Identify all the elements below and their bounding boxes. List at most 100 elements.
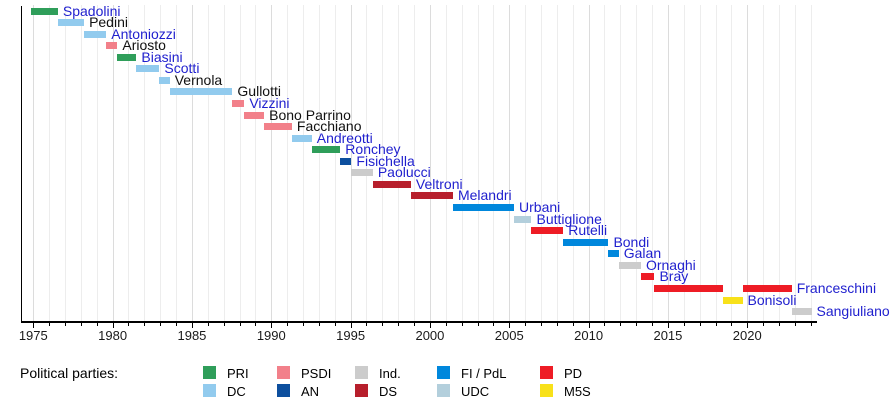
bar-franceschini-1: [654, 284, 723, 292]
x-tick-2000: [429, 322, 431, 328]
label-fisichella[interactable]: Fisichella: [356, 152, 415, 169]
bar-spadolini: [30, 7, 58, 15]
label-pedini: Pedini: [89, 14, 128, 31]
gridline-2014: [652, 5, 654, 321]
legend-label-psdi: PSDI: [301, 366, 332, 381]
bar-gullotti: [169, 88, 233, 96]
gridline-2011: [604, 5, 606, 321]
x-tick-label-1995: 1995: [336, 328, 366, 343]
label-veltroni[interactable]: Veltroni: [415, 175, 463, 192]
x-tick-label-1990: 1990: [256, 328, 286, 343]
bar-rutelli: [531, 227, 564, 235]
x-tick-1997: [382, 322, 384, 326]
x-tick-2001: [445, 322, 447, 326]
label-gullotti: Gullotti: [237, 83, 281, 100]
x-tick-label-1985: 1985: [177, 328, 207, 343]
bar-buttiglione: [514, 215, 532, 223]
gridline-2024: [810, 5, 812, 321]
gridline-2016: [683, 5, 685, 321]
label-ornaghi[interactable]: Ornaghi: [645, 256, 696, 273]
x-tick-2006: [525, 322, 527, 326]
label-sangiuliano[interactable]: Sangiuliano: [816, 303, 890, 320]
label-buttiglione[interactable]: Buttiglione: [536, 210, 602, 227]
legend-swatch-pri: [203, 366, 216, 379]
x-tick-2014: [652, 322, 654, 326]
label-bray[interactable]: Bray: [659, 268, 689, 285]
bar-bray: [640, 273, 655, 281]
x-tick-2012: [620, 322, 622, 326]
x-tick-1993: [318, 322, 320, 326]
bar-fisichella: [340, 157, 352, 165]
label-scotti[interactable]: Scotti: [164, 60, 200, 77]
x-tick-2002: [461, 322, 463, 326]
gridline-1989: [255, 5, 257, 321]
x-tick-2016: [683, 322, 685, 326]
legend-swatch-ind: [355, 366, 368, 379]
label-bondi[interactable]: Bondi: [613, 233, 650, 250]
legend-swatch-m5s: [540, 384, 553, 397]
gridline-2020: [747, 5, 749, 321]
legend-swatch-ds: [355, 384, 368, 397]
gridline-1985: [191, 5, 193, 321]
x-tick-1976: [49, 322, 51, 326]
gridline-1978: [80, 5, 82, 321]
bar-antoniozzi: [84, 30, 107, 38]
gridline-1993: [318, 5, 320, 321]
x-axis-line: [20, 321, 817, 323]
x-tick-1977: [65, 322, 67, 326]
legend-label-udc: UDC: [461, 384, 490, 399]
timeline-chart: 1975 1980 1985 1990 1995 2000 2005 2010 2015 2020…: [18, 2, 890, 343]
x-tick-1979: [96, 322, 98, 326]
gridline-2022: [779, 5, 780, 321]
x-tick-1996: [366, 322, 368, 326]
label-paolucci[interactable]: Paolucci: [377, 164, 431, 181]
x-tick-1981: [128, 322, 130, 326]
label-vernola: Vernola: [174, 71, 223, 88]
bar-urbani: [452, 204, 515, 212]
label-melandri[interactable]: Melandri: [457, 187, 512, 204]
x-tick-1989: [255, 322, 257, 326]
bar-pedini: [57, 19, 85, 27]
x-tick-label-1975: 1975: [18, 328, 48, 343]
x-tick-2024: [810, 322, 812, 326]
label-urbani[interactable]: Urbani: [519, 199, 561, 216]
legend-label-m5s: M5S: [564, 384, 591, 399]
label-bono-parrino: Bono Parrino: [269, 106, 351, 123]
label-antoniozzi[interactable]: Antoniozzi: [111, 25, 176, 42]
bar-bondi: [563, 238, 609, 246]
x-tick-2018: [715, 322, 717, 326]
x-tick-2017: [699, 322, 701, 326]
gridline-2009: [572, 5, 574, 321]
gridline-1988: [239, 5, 241, 321]
label-bonisoli[interactable]: Bonisoli: [747, 291, 797, 308]
x-tick-2023: [794, 322, 796, 326]
bar-ornaghi: [618, 261, 641, 269]
bar-scotti: [136, 65, 160, 73]
gridline-1979: [96, 5, 98, 321]
label-ronchey[interactable]: Ronchey: [345, 141, 401, 158]
gridline-2012: [620, 5, 622, 321]
bar-facchiano: [264, 123, 292, 131]
x-tick-label-2005: 2005: [494, 328, 524, 343]
x-tick-1980: [112, 322, 114, 328]
x-tick-2019: [731, 322, 733, 326]
label-vizzini[interactable]: Vizzini: [249, 94, 290, 111]
gridline-1991: [287, 5, 289, 321]
x-tick-2005: [509, 322, 511, 328]
bar-galan: [608, 250, 619, 258]
x-tick-1988: [239, 322, 241, 326]
gridline-1987: [223, 5, 225, 321]
label-franceschini[interactable]: Franceschini: [796, 279, 877, 296]
legend-swatch-dc: [203, 384, 216, 397]
label-galan[interactable]: Galan: [623, 245, 662, 262]
gridline-2010: [588, 5, 590, 321]
x-tick-label-2020: 2020: [732, 328, 762, 343]
legend-swatch-fi-pdl: [437, 366, 450, 379]
x-tick-2022: [779, 322, 780, 326]
label-rutelli[interactable]: Rutelli: [568, 222, 608, 239]
label-biasini[interactable]: Biasini: [141, 48, 183, 65]
gridline-1998: [398, 5, 400, 321]
label-spadolini[interactable]: Spadolini: [62, 2, 121, 19]
gridline-1977: [65, 5, 67, 321]
label-andreotti[interactable]: Andreotti: [316, 129, 373, 146]
